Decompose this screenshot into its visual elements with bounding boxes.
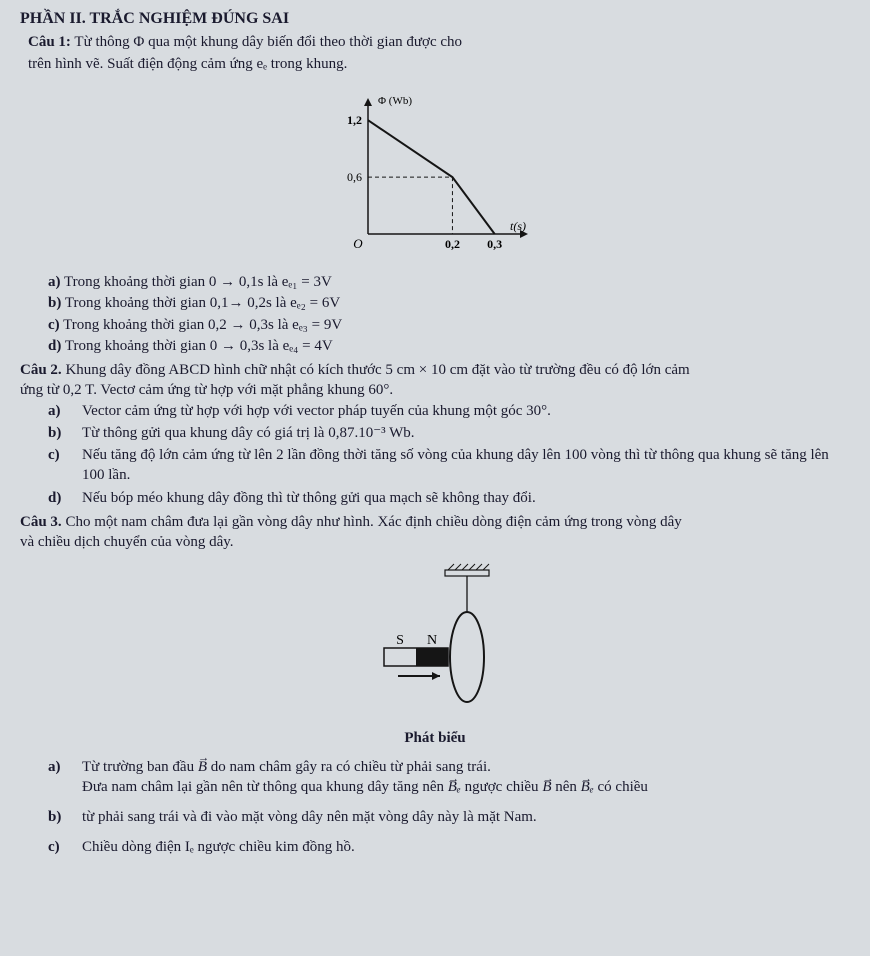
svg-text:O: O xyxy=(353,236,363,251)
q3-opt-a: a) Từ trường ban đầu B do nam châm gây r… xyxy=(48,757,850,798)
vec-B-2: B xyxy=(542,779,551,795)
q3-figure-wrap: SN xyxy=(20,562,850,722)
q3-opt-c: c)Chiều dòng điện Iₑ ngược chiều kim đồn… xyxy=(48,837,850,857)
q2-opt-c: c)Nếu tăng độ lớn cảm ứng từ lên 2 lần đ… xyxy=(48,445,850,486)
q3-opt-c-text: Chiều dòng điện Iₑ ngược chiều kim đồng … xyxy=(82,837,850,857)
svg-text:0,6: 0,6 xyxy=(347,170,362,184)
svg-text:0,3: 0,3 xyxy=(487,237,502,251)
q2-opt-b: b)Từ thông gửi qua khung dây có giá trị … xyxy=(48,423,850,443)
q2-stem1: Khung dây đồng ABCD hình chữ nhật có kíc… xyxy=(65,362,689,378)
svg-text:S: S xyxy=(396,633,404,648)
q1-chart-wrap: 0,6 1,2 0,2 0,3 O Φ (Wb) t(s) xyxy=(20,92,850,262)
q1-opt-c-text: Trong khoảng thời gian 0,2 → 0,3s là eₑ₃… xyxy=(63,317,342,333)
q1-opt-b-text: Trong khoảng thời gian 0,1→ 0,2s là eₑ₂ … xyxy=(65,295,340,311)
q2-opt-c-text: Nếu tăng độ lớn cảm ứng từ lên 2 lần đồn… xyxy=(82,445,850,486)
q2-opt-a: a)Vector cảm ứng từ hợp với hợp với vect… xyxy=(48,401,850,421)
vec-Be-1: Bₑ xyxy=(448,779,461,795)
q3-opt-a-text: Từ trường ban đầu B do nam châm gây ra c… xyxy=(82,757,850,798)
q3-stem1: Cho một nam châm đưa lại gần vòng dây nh… xyxy=(65,514,681,530)
section-header: PHẦN II. TRẮC NGHIỆM ĐÚNG SAI xyxy=(20,8,850,30)
svg-text:t(s): t(s) xyxy=(510,219,526,233)
q1-chart: 0,6 1,2 0,2 0,3 O Φ (Wb) t(s) xyxy=(330,92,540,262)
q2-options: a)Vector cảm ứng từ hợp với hợp với vect… xyxy=(48,401,850,508)
q3-stem2: và chiều dịch chuyển của vòng dây. xyxy=(20,532,850,552)
svg-text:N: N xyxy=(427,633,437,648)
q1-line1: Từ thông Φ qua một khung dây biến đổi th… xyxy=(74,34,462,50)
q2: Câu 2. Khung dây đồng ABCD hình chữ nhật… xyxy=(20,360,850,380)
q1-opt-a: a) Trong khoảng thời gian 0 → 0,1s là eₑ… xyxy=(48,272,850,292)
q3-opt-b: b)từ phải sang trái và đi vào mặt vòng d… xyxy=(48,807,850,827)
svg-text:1,2: 1,2 xyxy=(347,113,362,127)
svg-text:Φ (Wb): Φ (Wb) xyxy=(378,95,412,107)
q2-label: Câu 2. xyxy=(20,362,62,378)
q1-label: Câu 1: xyxy=(28,34,71,50)
q1-options: a) Trong khoảng thời gian 0 → 0,1s là eₑ… xyxy=(48,272,850,356)
q3-a-part4: ngược chiều xyxy=(461,779,542,795)
q3-a-part6: có chiều xyxy=(594,779,648,795)
q1-opt-b: b) Trong khoảng thời gian 0,1→ 0,2s là e… xyxy=(48,293,850,313)
q3-a-part5: nên xyxy=(551,779,580,795)
q1-opt-d: d) Trong khoảng thời gian 0 → 0,3s là eₑ… xyxy=(48,336,850,356)
q2-opt-a-text: Vector cảm ứng từ hợp với hợp với vector… xyxy=(82,401,850,421)
q2-stem2: ứng từ 0,2 T. Vectơ cảm ứng từ hợp với m… xyxy=(20,380,850,400)
q1-opt-d-text: Trong khoảng thời gian 0 → 0,3s là eₑ₄ =… xyxy=(65,338,333,354)
q1-opt-a-text: Trong khoảng thời gian 0 → 0,1s là eₑ₁ =… xyxy=(64,274,332,290)
q2-opt-d: d)Nếu bóp méo khung dây đồng thì từ thôn… xyxy=(48,488,850,508)
q2-opt-d-text: Nếu bóp méo khung dây đồng thì từ thông … xyxy=(82,488,850,508)
q3-figure: SN xyxy=(350,562,520,722)
q2-opt-b-text: Từ thông gửi qua khung dây có giá trị là… xyxy=(82,423,850,443)
q3-label: Câu 3. xyxy=(20,514,62,530)
q3-a-part3: Đưa nam châm lại gần nên từ thông qua kh… xyxy=(82,779,448,795)
vec-B-1: B xyxy=(198,759,207,775)
q1-stem: Câu 1: Từ thông Φ qua một khung dây biến… xyxy=(28,32,850,52)
q3-options: a) Từ trường ban đầu B do nam châm gây r… xyxy=(20,757,850,858)
q3: Câu 3. Cho một nam châm đưa lại gần vòng… xyxy=(20,512,850,532)
phat-bieu-heading: Phát biểu xyxy=(20,728,850,748)
svg-text:0,2: 0,2 xyxy=(445,237,460,251)
vec-Be-2: Bₑ xyxy=(581,779,594,795)
q1-line2: trên hình vẽ. Suất điện động cảm ứng eₑ … xyxy=(28,54,850,74)
q1-opt-c: c) Trong khoảng thời gian 0,2 → 0,3s là … xyxy=(48,315,850,335)
q3-opt-b-text: từ phải sang trái và đi vào mặt vòng dây… xyxy=(82,807,850,827)
q3-a-part1: Từ trường ban đầu xyxy=(82,759,198,775)
